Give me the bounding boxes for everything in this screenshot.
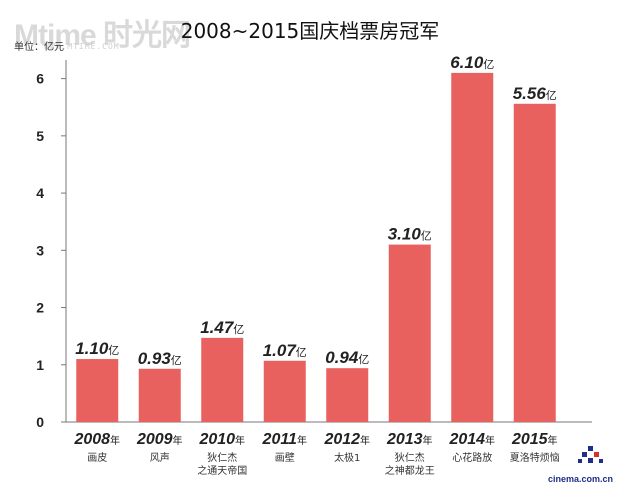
- y-tick-label: 4: [36, 185, 44, 201]
- y-tick-label: 5: [36, 128, 44, 144]
- film-name-label: 太极1: [334, 451, 360, 464]
- y-tick-label: 3: [36, 242, 44, 258]
- cinema-logo-icon: [578, 446, 603, 463]
- film-name-label: 夏洛特烦恼: [510, 451, 560, 464]
- film-name-label: 之神都龙王: [385, 464, 435, 477]
- bar: [451, 72, 494, 423]
- bar: [326, 368, 369, 422]
- bar-value-label: 5.56亿: [513, 84, 557, 103]
- film-name-label: 狄仁杰: [395, 452, 425, 464]
- y-tick-label: 1: [36, 357, 44, 373]
- film-name-label: 画壁: [275, 451, 295, 464]
- bar-value-label: 6.10亿: [450, 53, 494, 72]
- x-tick-label: 2015年: [511, 431, 558, 448]
- source-label: cinema.com.cn: [548, 474, 614, 484]
- film-name-label: 画皮: [87, 451, 107, 464]
- bar: [138, 368, 181, 422]
- bar-value-label: 0.94亿: [325, 348, 369, 367]
- film-name-label: 风声: [150, 451, 170, 464]
- film-name-label: 心花路放: [452, 451, 492, 464]
- x-tick-label: 2012年: [323, 431, 370, 448]
- bar: [201, 337, 244, 422]
- unit-label: 单位：亿元: [14, 40, 64, 53]
- x-tick-label: 2011年: [262, 431, 307, 448]
- bar-value-label: 3.10亿: [388, 225, 432, 244]
- bar: [388, 244, 431, 422]
- x-tick-label: 2009年: [136, 431, 183, 448]
- y-tick-label: 6: [36, 71, 44, 87]
- bar-value-label: 1.10亿: [75, 339, 119, 358]
- y-tick-label: 0: [36, 414, 44, 430]
- x-tick-label: 2008年: [73, 431, 120, 448]
- x-tick-label: 2010年: [198, 431, 245, 448]
- bar: [76, 359, 119, 422]
- x-tick-label: 2014年: [448, 431, 495, 448]
- bar: [263, 360, 306, 422]
- chart-title: 2008~2015国庆档票房冠军: [181, 19, 440, 43]
- x-tick-label: 2013年: [386, 431, 433, 448]
- bar-value-label: 1.47亿: [200, 318, 244, 337]
- film-name-label: 狄仁杰: [207, 452, 237, 464]
- bar-value-label: 1.07亿: [263, 341, 307, 360]
- watermark-url: WWW.MTIME.COM: [44, 42, 120, 51]
- film-name-label: 之通天帝国: [197, 464, 247, 477]
- y-tick-label: 2: [36, 300, 44, 316]
- watermark-logo: Mtime 时光网: [14, 19, 191, 52]
- bar-value-label: 0.93亿: [138, 349, 182, 368]
- bar: [513, 103, 556, 422]
